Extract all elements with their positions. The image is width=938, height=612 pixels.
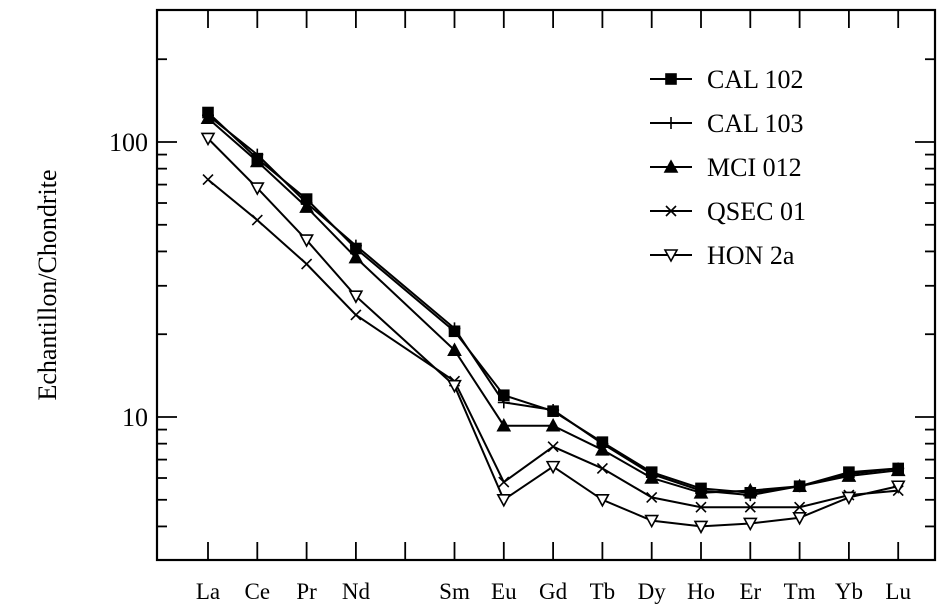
point-4-Pr (299, 234, 314, 248)
point-4-Sm (447, 379, 462, 394)
point-2-Ho (693, 485, 709, 499)
x-tick-label-Sm: Sm (439, 579, 470, 604)
x-tick-label-Ce: Ce (245, 579, 271, 604)
point-2-La (200, 110, 216, 125)
legend-item-2: MCI 012 (650, 153, 802, 182)
point-2-Nd (348, 249, 364, 264)
legend-marker-2 (663, 159, 679, 173)
legend: CAL 102 CAL 103 MCI 012 QSEC 01 HON 2a (650, 65, 806, 270)
point-4-Dy (644, 514, 660, 529)
point-4-Ho (693, 520, 709, 535)
series-2 (200, 110, 906, 499)
x-tick-label-Ho: Ho (687, 579, 715, 604)
point-2-Yb (841, 468, 857, 482)
point-3-Ce (251, 214, 263, 226)
point-2-Pr (299, 199, 314, 213)
x-tick-label-Yb: Yb (835, 579, 863, 604)
legend-item-1: CAL 103 (650, 109, 804, 138)
point-4-Tm (792, 511, 807, 526)
point-3-Dy (646, 491, 658, 503)
point-4-Er (742, 517, 758, 532)
point-4-Eu (496, 493, 512, 508)
x-tick-labels: La Ce Pr Nd Sm Eu Gd Tb Dy Ho Er Tm Yb Lu (196, 579, 912, 604)
point-4-Yb (841, 491, 857, 506)
x-tick-label-Er: Er (739, 579, 761, 604)
point-2-Dy (644, 470, 660, 484)
point-2-Tm (792, 478, 807, 493)
x-tick-label-Nd: Nd (342, 579, 371, 604)
point-1-Gd (547, 404, 560, 417)
series-line-2 (207, 117, 899, 494)
x-tick-label-Pr: Pr (296, 579, 317, 604)
y-tick-label-10: 10 (122, 403, 148, 432)
point-2-Ce (249, 153, 265, 168)
legend-label-4: HON 2a (707, 241, 795, 270)
legend-marker-1 (665, 117, 677, 129)
legend-label-0: CAL 102 (707, 65, 804, 94)
point-4-La (200, 132, 216, 147)
legend-marker-0 (665, 73, 677, 85)
point-3-Nd (350, 309, 362, 321)
legend-item-3: QSEC 01 (650, 197, 806, 226)
point-2-Gd (545, 417, 561, 432)
x-tick-label-Gd: Gd (539, 579, 568, 604)
x-tick-label-Eu: Eu (491, 579, 517, 604)
x-tick-label-La: La (196, 579, 220, 604)
legend-label-1: CAL 103 (707, 109, 804, 138)
point-3-Gd (547, 441, 559, 453)
point-3-La (202, 174, 214, 186)
x-tick-label-Tb: Tb (590, 579, 616, 604)
series-layer (200, 106, 906, 535)
series-4 (200, 132, 906, 535)
point-4-Tb (595, 493, 610, 508)
point-3-Pr (301, 258, 313, 270)
point-3-Eu (498, 476, 510, 488)
plot-frame (155, 8, 937, 562)
point-4-Ce (249, 182, 265, 196)
point-3-Ho (695, 501, 707, 513)
y-tick-label-100: 100 (109, 128, 148, 157)
point-4-Lu (890, 480, 906, 494)
axis-ticks (157, 10, 935, 560)
legend-item-0: CAL 102 (650, 65, 804, 94)
point-4-Gd (545, 460, 561, 475)
point-3-Er (744, 501, 756, 513)
y-tick-labels: 10 100 (109, 128, 148, 432)
series-line-3 (207, 178, 899, 509)
legend-marker-3 (665, 205, 677, 217)
y-axis-label: Echantillon/Chondrite (33, 169, 62, 400)
point-1-Nd (349, 239, 362, 252)
legend-label-3: QSEC 01 (707, 197, 806, 226)
legend-marker-4 (663, 249, 679, 263)
point-2-Eu (496, 417, 512, 432)
point-1-Eu (497, 396, 510, 409)
legend-item-4: HON 2a (650, 241, 795, 270)
x-tick-label-Lu: Lu (885, 579, 911, 604)
point-4-Nd (348, 290, 364, 304)
series-line-4 (207, 137, 899, 528)
series-3 (202, 174, 904, 513)
legend-label-2: MCI 012 (707, 153, 802, 182)
x-tick-label-Tm: Tm (784, 579, 816, 604)
point-2-Lu (890, 462, 906, 477)
point-2-Er (742, 482, 758, 497)
point-2-Sm (447, 342, 462, 356)
point-3-Tb (596, 462, 608, 475)
x-tick-label-Dy: Dy (638, 579, 667, 604)
point-3-Tm (794, 501, 806, 513)
point-2-Tb (595, 442, 610, 456)
point-1-Sm (448, 322, 461, 335)
